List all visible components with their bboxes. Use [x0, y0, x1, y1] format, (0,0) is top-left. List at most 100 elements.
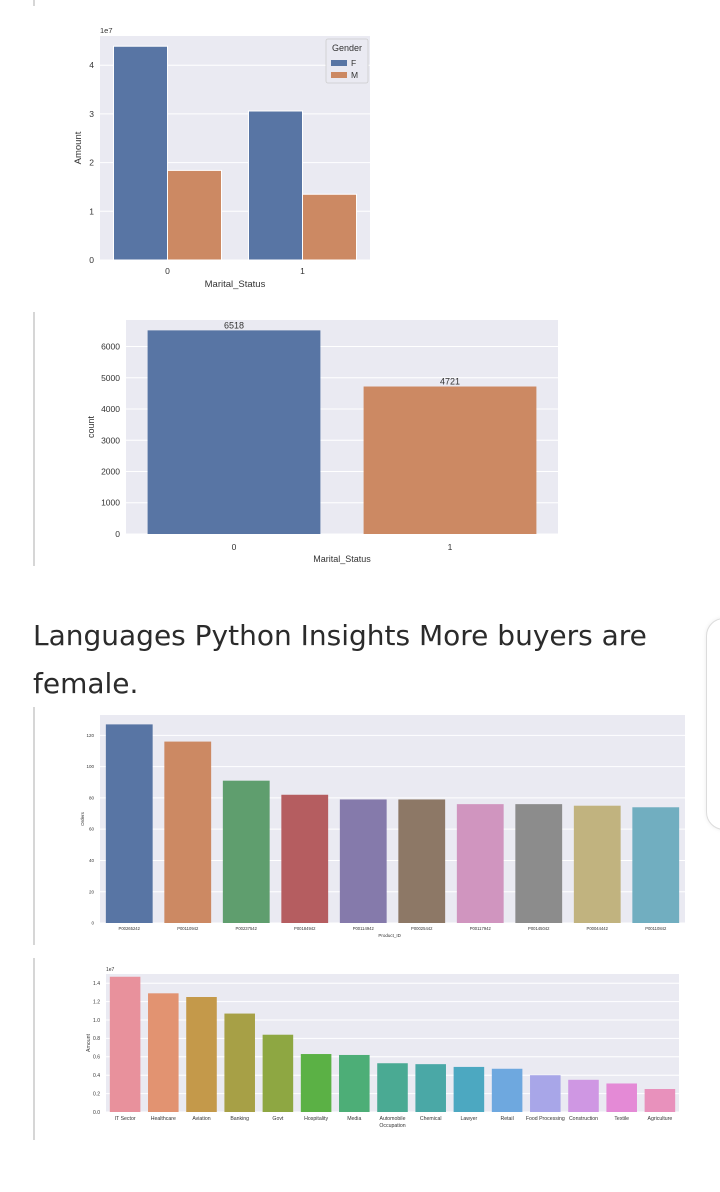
x-axis-label: Occupation: [379, 1123, 405, 1129]
bar-Food Processing: [530, 1075, 561, 1112]
y-tick-label: 80: [89, 795, 95, 800]
data-label: 6518: [224, 320, 244, 330]
bar-Construction: [568, 1079, 599, 1112]
chart-svg: 0.0 0.2 0.4 0.6 0.8 1.0 1.2 1.4 1e7 IT Sector Heal…: [86, 967, 679, 1129]
x-tick-label: P00145042: [528, 926, 550, 931]
bar-F-1: [248, 110, 303, 261]
bar-M-0: [167, 169, 222, 261]
bar-P00025442: [398, 799, 446, 923]
scale-label: 1e7: [100, 26, 113, 35]
chart-svg: 0 1000 2000 3000 4000 5000 6000 6518 0 4721 1 Marit…: [86, 320, 558, 564]
bar-P00110942: [164, 741, 212, 923]
bar-Lawyer: [453, 1066, 485, 1112]
x-tick-label: Healthcare: [151, 1116, 176, 1122]
insight-text: Languages Python Insights More buyers ar…: [33, 619, 647, 700]
x-tick-label: P00117942: [470, 926, 492, 931]
x-tick-label: Agriculture: [648, 1116, 673, 1122]
bar-P00184942: [281, 794, 329, 923]
x-tick-label: Food Processing: [526, 1116, 565, 1122]
legend-swatch-M: [331, 72, 347, 78]
chart-amount-by-occupation: 0.0 0.2 0.4 0.6 0.8 1.0 1.2 1.4 1e7 IT Sector Heal…: [80, 962, 685, 1137]
bar-Aviation: [186, 997, 217, 1112]
bar-Chemical: [415, 1064, 446, 1112]
x-tick-label: Hospitality: [304, 1116, 328, 1122]
y-axis-label: Amount: [73, 131, 84, 164]
y-tick-label: 60: [89, 827, 95, 832]
left-rule-top: [33, 0, 35, 6]
legend-swatch-F: [331, 60, 347, 66]
scale-label: 1e7: [106, 967, 115, 973]
bar-Textile: [606, 1083, 637, 1112]
bar-P00044442: [573, 805, 621, 923]
legend-label-M: M: [351, 70, 358, 80]
bar-Automobile: [377, 1063, 408, 1112]
y-tick-label: 1: [89, 206, 94, 216]
x-axis-label: Marital_Status: [205, 279, 266, 290]
bar-P00145042: [515, 804, 563, 923]
y-tick-label: 4: [89, 60, 94, 70]
chart-svg: 0 1 2 3 4 1e7 0 1 Marital_Status Amount Gender FM: [73, 26, 370, 290]
x-tick-label: P00265242: [119, 926, 141, 931]
x-tick-label: P00110942: [177, 926, 199, 931]
y-tick-label: 40: [89, 858, 95, 863]
y-tick-label: 4000: [101, 404, 120, 414]
y-tick-label: 2000: [101, 466, 120, 476]
x-tick-label: P00044442: [587, 926, 609, 931]
x-tick-label: Automobile: [380, 1116, 406, 1122]
chart-top-products: 0 20 40 60 80 100 120 P00265242 P00110942 P002375…: [75, 712, 690, 940]
x-tick-label: Retail: [500, 1116, 513, 1122]
bar-Govt: [262, 1034, 294, 1112]
x-tick-label: 1: [300, 266, 305, 276]
y-tick-label: 1000: [101, 498, 120, 508]
chart-svg: 0 20 40 60 80 100 120 P00265242 P00110942 P002375…: [80, 715, 685, 938]
y-tick-label: 1.4: [93, 981, 100, 987]
y-tick-label: 5000: [101, 373, 120, 383]
left-rule-chart3: [33, 707, 35, 945]
x-tick-label: P00114942: [353, 926, 375, 931]
x-tick-label: 0: [165, 266, 170, 276]
y-tick-label: 0: [89, 255, 94, 265]
bar-P00237542: [222, 780, 270, 923]
x-tick-label: P00025442: [411, 926, 433, 931]
x-tick-label: Lawyer: [461, 1116, 478, 1122]
y-tick-label: 100: [86, 764, 94, 769]
bar-Banking: [224, 1013, 255, 1112]
y-tick-label: 6000: [101, 342, 120, 352]
y-tick-label: 2: [89, 158, 94, 168]
x-axis-label: Marital_Status: [313, 554, 371, 564]
bar-Media: [339, 1054, 370, 1112]
bar-P00114942: [339, 799, 387, 923]
y-tick-label: 3: [89, 109, 94, 119]
x-tick-label: 0: [232, 542, 237, 552]
x-tick-label: Govt: [272, 1116, 284, 1122]
x-tick-label: Aviation: [192, 1116, 210, 1122]
y-axis-label: Amount: [86, 1034, 92, 1052]
x-tick-label: 1: [448, 542, 453, 552]
y-tick-label: 0.0: [93, 1110, 100, 1116]
y-tick-label: 0.6: [93, 1055, 100, 1061]
chart-amount-by-marital-gender: 0 1 2 3 4 1e7 0 1 Marital_Status Amount Gender F M: [60, 22, 390, 294]
y-tick-label: 120: [86, 733, 94, 738]
left-rule-chart4: [33, 958, 35, 1140]
bar-1: [363, 386, 537, 534]
bar-P00117942: [456, 804, 504, 923]
x-tick-label: Textile: [614, 1116, 629, 1122]
x-tick-label: P00237542: [236, 926, 258, 931]
x-tick-label: P00110842: [645, 926, 667, 931]
side-card: [706, 618, 720, 830]
y-tick-label: 0.2: [93, 1091, 100, 1097]
y-tick-label: 20: [89, 889, 95, 894]
chart-count-by-marital: 0 1000 2000 3000 4000 5000 6000 6518 0 4721 1 Marit…: [80, 316, 570, 566]
x-tick-label: IT Sector: [115, 1116, 136, 1122]
y-axis-label: count: [86, 415, 96, 438]
bar-P00265242: [105, 724, 153, 923]
y-tick-label: 3000: [101, 435, 120, 445]
left-rule-chart2: [33, 312, 35, 566]
y-tick-label: 1.2: [93, 999, 100, 1005]
bar-IT Sector: [109, 976, 141, 1112]
x-tick-label: Media: [347, 1116, 361, 1122]
bar-P00110842: [632, 807, 680, 923]
y-tick-label: 1.0: [93, 1018, 100, 1024]
x-tick-label: P00184942: [294, 926, 316, 931]
y-tick-label: 0.8: [93, 1036, 100, 1042]
